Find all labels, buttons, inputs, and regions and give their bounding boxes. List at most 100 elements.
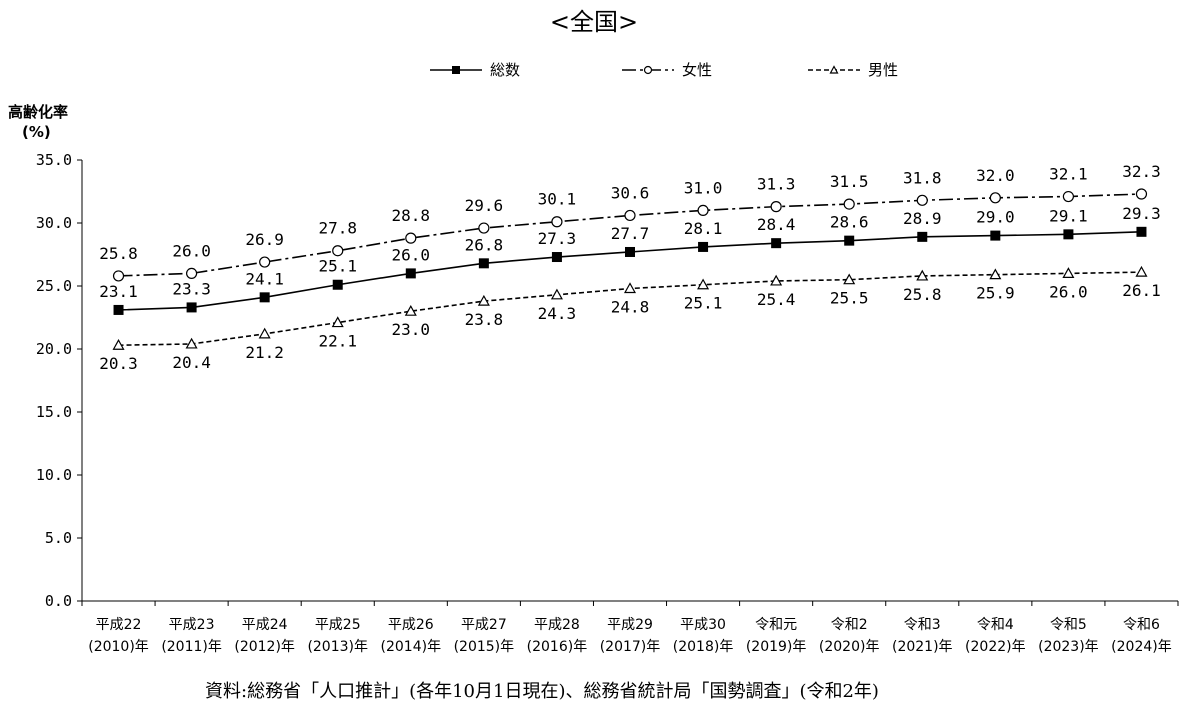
data-point [551, 252, 562, 263]
data-point [258, 327, 271, 339]
y-tick-label: 5.0 [45, 529, 72, 547]
legend-marker [829, 65, 839, 74]
data-point [259, 292, 270, 303]
data-point [1135, 188, 1148, 200]
data-label: 28.9 [903, 209, 942, 228]
data-point [989, 268, 1002, 280]
data-point [332, 245, 344, 257]
data-point [1135, 265, 1148, 277]
data-label: 27.8 [318, 219, 357, 238]
data-point [551, 216, 563, 228]
data-point [843, 273, 856, 285]
y-tick-label: 10.0 [36, 466, 72, 484]
source-note: 資料:総務省「人口推計」(各年10月1日現在)、総務省統計局「国勢調査」(令和2… [205, 681, 879, 702]
data-point [186, 302, 197, 313]
data-label: 32.1 [1049, 165, 1088, 184]
data-point [477, 294, 490, 306]
y-tick-label: 15.0 [36, 403, 72, 421]
data-point [478, 258, 489, 269]
data-label: 24.3 [538, 304, 577, 323]
chart-title: <全国> [550, 8, 638, 36]
data-point [989, 192, 1001, 204]
data-point [332, 279, 343, 290]
data-label: 31.8 [903, 168, 942, 187]
data-point [843, 198, 855, 210]
data-label: 31.3 [757, 175, 796, 194]
data-point [404, 304, 417, 316]
series-line [118, 193, 1142, 277]
data-label: 26.0 [392, 245, 431, 264]
data-label: 26.9 [245, 230, 284, 249]
series-男性: 20.3 20.4 21.2 22.1 23.0 23.8 24.3 24.8 25.1 25.4… [99, 265, 1161, 373]
x-tick-label-era: 令和5 [1050, 617, 1087, 633]
x-tick-label-year: (2020)年 [819, 639, 880, 655]
x-tick-label-year: (2015)年 [454, 639, 515, 655]
x-tick-label-era: 平成23 [169, 617, 215, 633]
data-label: 28.8 [392, 206, 431, 225]
data-point [698, 241, 709, 252]
x-tick-label-year: (2021)年 [892, 639, 953, 655]
x-tick-label-era: 平成25 [315, 617, 361, 633]
data-point [112, 338, 125, 350]
data-point [990, 230, 1001, 241]
data-point [185, 337, 198, 349]
data-point [625, 246, 635, 257]
data-label: 25.4 [757, 290, 796, 309]
x-tick-label-year: (2013)年 [307, 639, 368, 655]
data-label: 21.2 [245, 343, 284, 362]
data-point [186, 267, 198, 279]
axes: 0.0 5.0 10.0 15.0 20.0 25.0 30.0 35.0 平成22 (2010)… [36, 151, 1179, 655]
y-axis-title: 高齢化率 [8, 103, 68, 121]
data-label: 25.5 [830, 289, 869, 308]
legend-marker [452, 66, 460, 74]
x-tick-label-era: 平成30 [680, 617, 726, 633]
data-label: 26.0 [1049, 282, 1088, 301]
data-label: 26.0 [172, 241, 211, 260]
data-point [1062, 267, 1075, 278]
y-tick-label: 0.0 [45, 592, 72, 610]
data-label: 28.1 [684, 219, 723, 238]
x-tick-label-era: 平成29 [607, 617, 653, 633]
x-tick-label-era: 平成26 [388, 617, 434, 633]
data-point [113, 304, 124, 315]
data-point [770, 201, 782, 213]
x-tick-label-year: (2011)年 [161, 639, 222, 655]
x-tick-label-year: (2018)年 [673, 639, 734, 655]
y-tick-label: 35.0 [36, 151, 72, 169]
x-tick-label-era: 平成27 [461, 617, 507, 633]
y-tick-label: 25.0 [36, 277, 72, 295]
x-tick-label-era: 令和3 [904, 617, 941, 633]
data-point [771, 238, 782, 249]
data-label: 26.8 [465, 235, 504, 254]
data-point [770, 274, 783, 286]
data-label: 31.5 [830, 172, 869, 191]
legend-marker [643, 65, 653, 75]
data-label: 23.0 [392, 320, 431, 339]
legend-label-女性: 女性 [682, 61, 712, 79]
data-label: 24.8 [611, 298, 650, 317]
legend-label-男性: 男性 [868, 61, 898, 79]
x-tick-label-era: 平成24 [242, 617, 288, 633]
series-layer: 23.1 23.3 24.1 25.1 26.0 26.8 27.3 27.7 28.1 28.4… [99, 162, 1160, 373]
data-label: 29.3 [1122, 204, 1161, 223]
data-point [331, 316, 344, 328]
data-label: 30.1 [538, 190, 577, 209]
data-point [624, 209, 636, 222]
data-label: 20.3 [99, 354, 138, 373]
x-tick-label-year: (2017)年 [600, 639, 661, 655]
data-point [405, 268, 416, 279]
data-label: 26.1 [1122, 281, 1161, 300]
data-point [1062, 190, 1075, 203]
x-tick-label-year: (2019)年 [746, 639, 807, 655]
x-tick-label-year: (2023)年 [1038, 639, 1099, 655]
data-point [697, 204, 709, 216]
data-label: 25.1 [684, 294, 723, 313]
x-tick-label-year: (2016)年 [527, 639, 588, 655]
data-label: 29.1 [1049, 206, 1088, 225]
data-label: 29.6 [465, 196, 504, 215]
data-point [697, 278, 710, 290]
x-tick-label-year: (2022)年 [965, 639, 1026, 655]
data-label: 25.8 [903, 285, 942, 304]
x-tick-label-year: (2012)年 [234, 639, 295, 655]
